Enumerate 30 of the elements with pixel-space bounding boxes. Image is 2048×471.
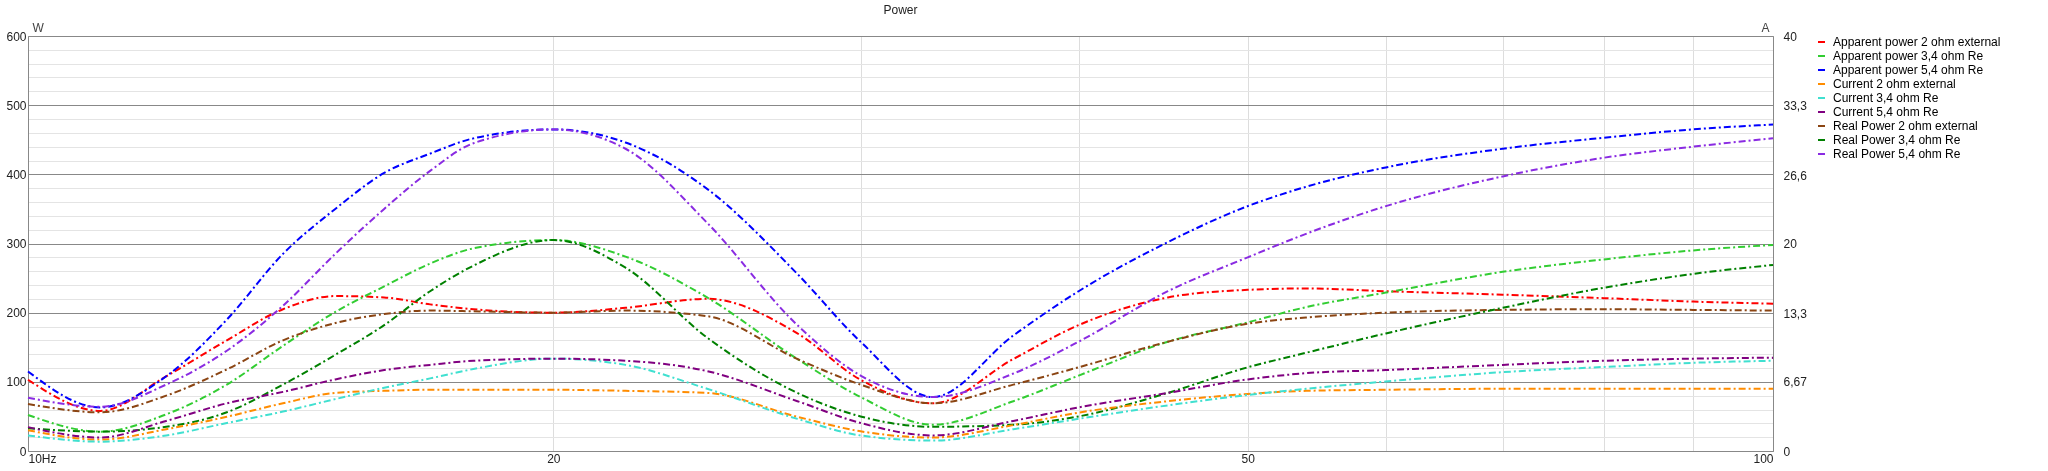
y-tick-label: 500: [6, 98, 27, 113]
x-tick-label: 20: [547, 451, 561, 466]
y-tick-label: 400: [6, 167, 27, 182]
x-tick-label: 50: [1241, 451, 1256, 466]
y2-tick-label: 26,6: [1783, 168, 1808, 183]
y2-tick-label: 20: [1783, 237, 1798, 251]
legend-label: Current 2 ohm external: [1833, 77, 1956, 91]
y-tick-label: 100: [6, 375, 27, 390]
legend-label: Real Power 5,4 ohm Re: [1833, 147, 1961, 161]
x-tick-label: 100: [1753, 451, 1774, 466]
y-tick-label: 600: [6, 29, 27, 44]
y2-tick-label: 13,3: [1783, 306, 1808, 321]
y2-tick-label: 6,67: [1783, 375, 1808, 390]
legend-label: Apparent power 2 ohm external: [1833, 35, 2001, 49]
y-tick-label: 300: [6, 237, 27, 251]
y2-tick-label: 0: [1783, 444, 1791, 459]
y2-tick-label: 33,3: [1783, 99, 1808, 114]
y-axis-title: W: [32, 20, 45, 35]
y-tick-label: 200: [6, 306, 27, 321]
y2-tick-label: 40: [1783, 29, 1798, 44]
chart-title: Power: [883, 3, 918, 17]
legend-label: Apparent power 5,4 ohm Re: [1833, 63, 1984, 77]
legend-label: Real Power 2 ohm external: [1833, 119, 1978, 133]
y-tick-label: 0: [19, 444, 27, 459]
legend-label: Apparent power 3,4 ohm Re: [1833, 49, 1984, 63]
legend-label: Real Power 3,4 ohm Re: [1833, 133, 1961, 147]
y2-axis-title: A: [1761, 20, 1770, 35]
legend-label: Current 5,4 ohm Re: [1833, 105, 1939, 119]
x-tick-label: 10Hz: [28, 451, 57, 466]
legend-label: Current 3,4 ohm Re: [1833, 91, 1939, 105]
